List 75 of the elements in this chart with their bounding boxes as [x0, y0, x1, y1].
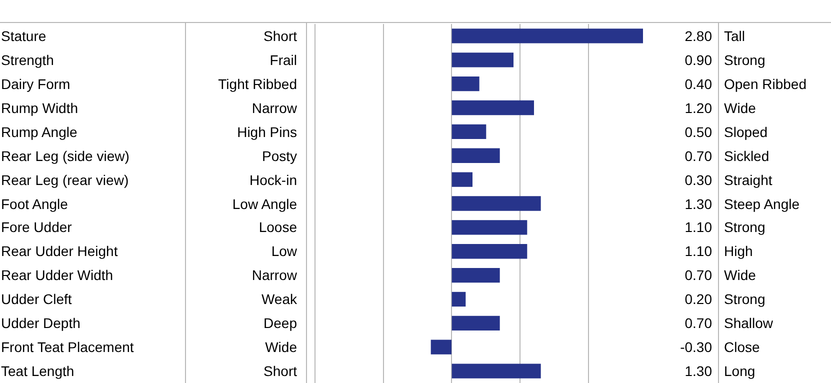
y-tick-label: Teat Length	[1, 363, 74, 380]
text: High	[724, 243, 753, 260]
y-tick-label: Rear Udder Height	[1, 243, 118, 260]
bar	[452, 28, 643, 44]
text: Strong	[724, 291, 766, 308]
data-label: -0.30	[680, 339, 712, 356]
text: Steep Angle	[724, 196, 800, 212]
data-label: 1.10	[684, 219, 712, 236]
bar	[452, 124, 486, 140]
bar	[452, 52, 514, 68]
y-tick-label: Rear Leg (side view)	[1, 148, 130, 164]
y-tick-label: Rump Width	[1, 100, 78, 116]
text: Short	[264, 363, 297, 380]
bar	[452, 268, 500, 283]
bar	[452, 220, 528, 235]
bar	[452, 292, 466, 307]
data-label: 0.20	[684, 291, 712, 308]
y-tick-label: Udder Depth	[1, 315, 80, 332]
y-tick-label: Front Teat Placement	[1, 339, 134, 356]
bar	[452, 76, 480, 92]
y-tick-label: Stature	[1, 28, 46, 44]
text: Narrow	[252, 100, 297, 116]
bar	[452, 100, 534, 116]
data-label: 0.70	[684, 315, 712, 332]
text: Strong	[724, 52, 766, 68]
bar	[452, 244, 528, 259]
data-label: 0.70	[684, 267, 712, 284]
text: Strong	[724, 219, 766, 236]
text: Short	[264, 28, 297, 44]
data-label: 1.30	[684, 196, 712, 212]
data-label: 1.30	[684, 363, 712, 380]
y-tick-label: Udder Cleft	[1, 291, 72, 308]
text: Hock-in	[250, 172, 297, 188]
text: Deep	[264, 315, 297, 332]
text: High Pins	[237, 124, 297, 140]
data-label: 1.10	[684, 243, 712, 260]
y-tick-label: Rump Angle	[1, 124, 78, 140]
bar	[452, 196, 541, 211]
text: Loose	[258, 219, 297, 236]
y-tick-label: Strength	[1, 52, 54, 68]
text: Sickled	[724, 148, 770, 164]
text: Tight Ribbed	[218, 76, 297, 92]
text: Straight	[724, 172, 772, 188]
text: Sloped	[724, 124, 768, 140]
text: Weak	[261, 291, 297, 308]
text: Low Angle	[232, 196, 297, 212]
text: Posty	[262, 148, 297, 164]
y-tick-label: Rear Udder Width	[1, 267, 114, 284]
bar	[452, 316, 500, 330]
text: Low	[271, 243, 297, 260]
text: Narrow	[252, 267, 297, 284]
bar	[430, 340, 452, 354]
data-label: 2.80	[684, 28, 712, 44]
y-tick-label: Rear Leg (rear view)	[1, 172, 129, 188]
data-label: 1.20	[684, 100, 712, 116]
data-label: 0.70	[684, 148, 712, 164]
bar	[452, 172, 472, 187]
text: Wide	[265, 339, 297, 356]
data-label: 0.50	[684, 124, 712, 140]
text: Open Ribbed	[724, 76, 807, 92]
data-label: 0.90	[684, 52, 712, 68]
y-tick-label: Dairy Form	[1, 76, 70, 92]
text: Tall	[724, 28, 746, 44]
text: Shallow	[724, 315, 774, 332]
data-label: 0.40	[684, 76, 712, 92]
bar	[452, 148, 500, 163]
data-label: 0.30	[684, 172, 712, 188]
y-tick-label: Fore Udder	[1, 219, 72, 236]
y-tick-label: Foot Angle	[1, 196, 68, 212]
text: Long	[724, 363, 756, 380]
bar	[452, 364, 541, 378]
text: Close	[724, 339, 760, 356]
text: Wide	[724, 267, 756, 284]
text: Wide	[724, 100, 756, 116]
text: Frail	[270, 52, 297, 68]
